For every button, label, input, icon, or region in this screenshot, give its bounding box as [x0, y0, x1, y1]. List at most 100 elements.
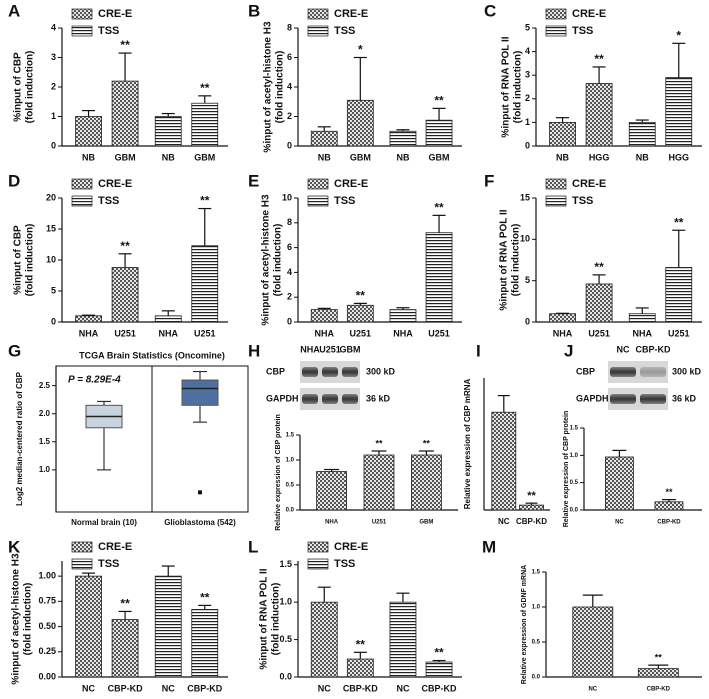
legend-label: TSS	[98, 195, 119, 207]
blot-band	[610, 394, 636, 404]
bar	[111, 619, 139, 678]
y-tick-label: 1.0	[532, 605, 541, 611]
bar	[346, 658, 374, 678]
bar	[491, 411, 517, 511]
y-tick-label: 4	[287, 267, 292, 277]
bar	[154, 116, 182, 147]
bar	[549, 313, 576, 323]
significance: **	[423, 438, 431, 448]
x-tick-label: U251	[114, 328, 136, 338]
x-tick-label: NC	[82, 683, 95, 693]
y-tick-label: 1.00	[38, 571, 56, 581]
significance: **	[200, 591, 210, 605]
legend-swatch	[545, 195, 567, 207]
significance: *	[676, 29, 681, 43]
y-tick-label: 10	[46, 254, 56, 264]
legend-swatch	[307, 195, 329, 207]
y-tick-label: 0	[525, 140, 530, 150]
y-tick-label: 15	[46, 223, 56, 233]
lane-label: NC	[617, 344, 630, 354]
x-tick-label: GBM	[419, 520, 433, 526]
y-tick-label: 8	[287, 217, 292, 227]
panel-letter: L	[248, 537, 258, 556]
x-tick-label: NC	[498, 517, 510, 526]
panel-letter: C	[484, 1, 496, 20]
blot-row-label: CBP	[266, 366, 285, 376]
legend-swatch	[71, 25, 93, 37]
bar	[316, 471, 348, 511]
blot-size-label: 300 kD	[672, 366, 702, 376]
y-tick-label: 0	[287, 316, 292, 326]
x-tick-label: CBP-KD	[657, 520, 681, 526]
bar	[310, 601, 338, 678]
x-tick-label: NB	[396, 152, 409, 162]
y-tick-label: 2	[525, 93, 530, 103]
x-tick-label: U251	[588, 328, 610, 338]
significance: **	[200, 194, 210, 208]
bar	[605, 456, 634, 511]
blot-size-label: 36 kD	[366, 393, 391, 403]
panel-letter: B	[248, 1, 260, 20]
bar	[665, 77, 693, 147]
x-tick-label: Normal brain (10)	[71, 518, 137, 527]
y-axis-label: %input of acetyl-histone H3	[261, 194, 272, 326]
bar	[310, 130, 338, 147]
lane-label: U251	[319, 344, 341, 354]
y-tick-label: 0.5	[279, 634, 292, 644]
x-tick-label: NC	[162, 683, 175, 693]
y-axis-label: %input of CBP	[13, 52, 24, 122]
x-tick-label: GBM	[115, 152, 136, 162]
y-tick-label: 1.0	[279, 597, 292, 607]
x-tick-label: U251	[372, 520, 387, 526]
bar	[572, 606, 614, 678]
y-axis-label: (fold induction)	[25, 51, 36, 124]
y-tick-label: 1.5	[286, 433, 295, 439]
panel-letter: F	[484, 171, 494, 190]
legend-label: CRE-E	[98, 178, 132, 190]
blot-size-label: 36 kD	[672, 393, 697, 403]
legend-label: CRE-E	[334, 178, 368, 190]
legend-swatch	[307, 541, 329, 553]
y-tick-label: 0.0	[286, 508, 295, 514]
panel-letter: H	[248, 341, 260, 360]
blot-band	[640, 394, 666, 404]
y-axis-label: (fold induction)	[25, 224, 36, 297]
bar	[191, 245, 219, 323]
y-tick-label: 4	[51, 22, 56, 32]
legend-label: CRE-E	[572, 178, 606, 190]
y-tick-label: 0.0	[532, 675, 541, 681]
y-tick-label: 1.5	[532, 570, 541, 576]
significance: **	[356, 637, 366, 651]
bar	[75, 116, 102, 147]
x-tick-label: CBP-KD	[187, 683, 222, 693]
significance: **	[120, 597, 130, 611]
significance: **	[120, 38, 130, 52]
y-axis-label: Relative expression of GDNF mRNA	[521, 565, 528, 684]
bar	[111, 80, 139, 147]
y-tick-label: 2.5	[39, 381, 51, 390]
legend-swatch	[545, 178, 567, 190]
legend-swatch	[307, 178, 329, 190]
blot-band	[640, 367, 666, 377]
legend-label: TSS	[98, 558, 119, 570]
bar	[585, 83, 613, 147]
legend-label: TSS	[572, 25, 593, 37]
x-tick-label: NB	[162, 152, 175, 162]
bar	[310, 309, 338, 323]
legend-swatch	[307, 558, 329, 570]
y-tick-label: 1	[525, 117, 530, 127]
y-tick-label: 4	[287, 81, 292, 91]
bar	[75, 575, 102, 678]
legend-swatch	[307, 8, 329, 20]
bar	[346, 99, 374, 147]
bar	[389, 130, 417, 147]
legend-swatch	[71, 558, 93, 570]
x-tick-label: GBM	[194, 152, 215, 162]
y-tick-label: 3	[51, 52, 56, 62]
legend-swatch	[545, 8, 567, 20]
y-axis-label: Relative expression of CBP protein	[275, 414, 282, 531]
bar	[549, 122, 576, 147]
y-axis-label: (fold induction)	[271, 583, 282, 656]
blot-row-label: GAPDH	[576, 393, 609, 403]
